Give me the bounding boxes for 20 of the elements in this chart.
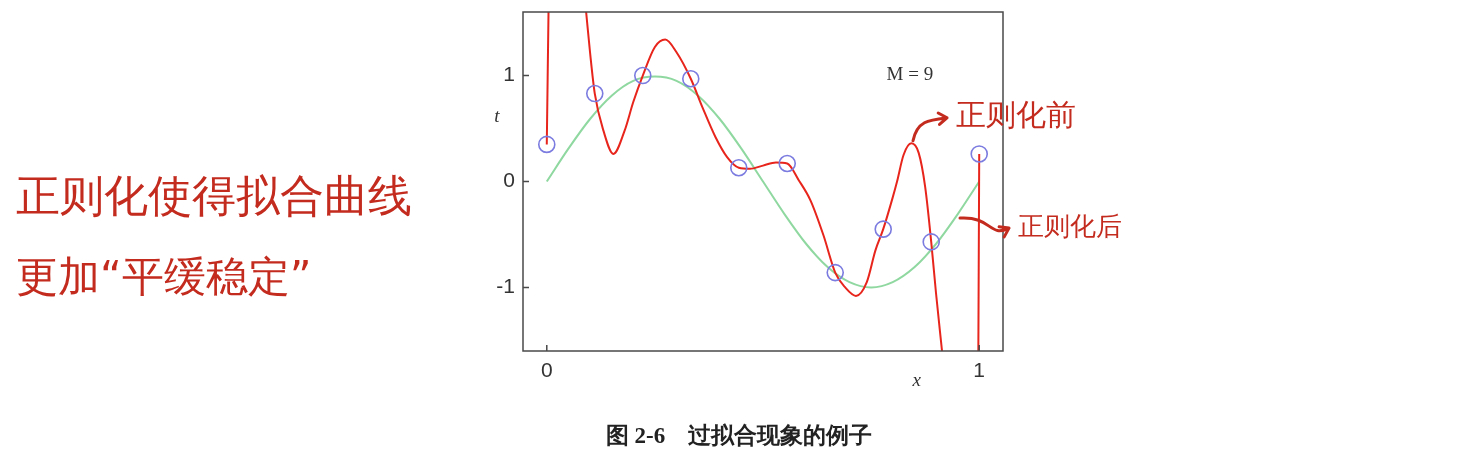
caption: 图 2-6 过拟合现象的例子 (605, 422, 873, 448)
point (681, 69, 700, 88)
x-axis-title: x (911, 369, 922, 390)
y-tick-label: -1 (496, 274, 515, 298)
point (585, 84, 604, 103)
point (874, 220, 893, 238)
point (729, 158, 748, 177)
point (826, 263, 845, 282)
point (778, 154, 797, 173)
point (537, 135, 556, 154)
annotation: 正则化后 (1017, 211, 1122, 242)
annotation: M = 9 (886, 63, 934, 85)
text: 更加“平缓稳定” (16, 251, 312, 301)
text: 正则化使得拟合曲线 (16, 170, 412, 222)
point (633, 66, 652, 85)
y-axis-title: t (494, 105, 501, 127)
y-tick-label: 1 (503, 62, 515, 86)
point (922, 233, 941, 251)
point (970, 145, 989, 163)
y-tick-label: 0 (503, 168, 515, 192)
